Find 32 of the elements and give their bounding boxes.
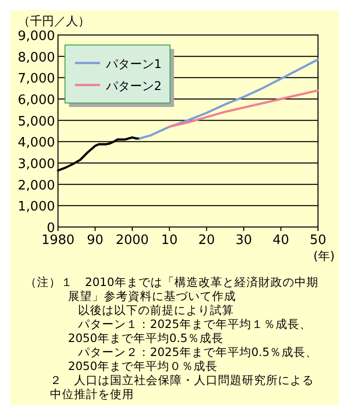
y-tick-label: 1,000 [18, 200, 55, 215]
x-tick-label: 1980 [41, 233, 75, 248]
text: 2050年まで年平均0.5％成長 [68, 331, 224, 345]
x-tick-label: 40 [272, 233, 290, 248]
x-tick-label: 50 [310, 233, 326, 248]
text: パターン２：2025年まで年平均0.5％成長、 [77, 345, 318, 359]
x-tick-label: 90 [86, 233, 104, 248]
y-tick-label: 9,000 [18, 29, 55, 44]
x-axis-title: (年) [313, 249, 335, 263]
y-tick-label: 6,000 [18, 93, 55, 108]
y-tick-label: 4,000 [18, 136, 55, 151]
text: パターン１：2025年まで年平均１％成長、 [77, 317, 312, 331]
y-tick-label: 7,000 [18, 72, 55, 87]
text: 2050年まで年平均０％成長 [68, 359, 218, 373]
line-series [168, 89, 320, 128]
x-tick-label: 2000 [116, 233, 149, 248]
y-axis-title: （千円／人） [18, 14, 90, 28]
legend-label: パターン1 [105, 57, 162, 71]
y-tick-label: 3,000 [18, 157, 55, 172]
y-tick-label: 5,000 [18, 114, 55, 130]
text: 展望」参考資料に基づいて作成 [68, 289, 236, 303]
x-tick-label: 20 [198, 233, 215, 248]
text: 中位推計を使用 [50, 387, 134, 401]
y-tick-label: 2,000 [18, 178, 55, 194]
y-tick-label: 8,000 [18, 50, 55, 66]
legend-label: パターン2 [105, 79, 162, 93]
text: 以後は以下の前提により試算 [78, 303, 234, 317]
text: （注）１ 2010年までは「構造改革と経済財政の中期 [25, 275, 318, 289]
x-tick-label: 10 [161, 233, 178, 248]
line-series [138, 58, 320, 140]
x-tick-label: 30 [235, 233, 252, 248]
text: ２ 人口は国立社会保障・人口問題研究所による [50, 373, 314, 387]
